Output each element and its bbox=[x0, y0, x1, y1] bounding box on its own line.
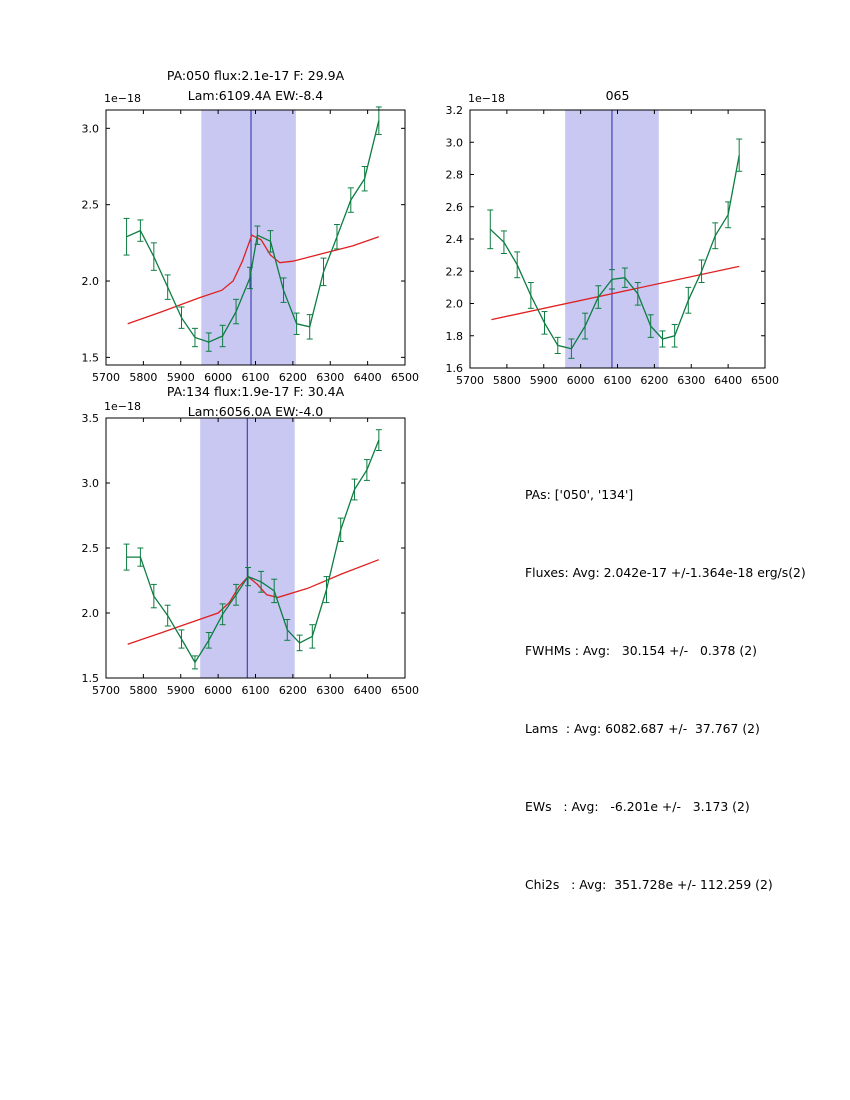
svg-text:1e−18: 1e−18 bbox=[104, 92, 141, 105]
svg-text:2.2: 2.2 bbox=[446, 265, 464, 278]
plot-065: 5700 5800 5900 6000 6100 6200 6300 6400 6500 1.6 1… bbox=[404, 58, 794, 398]
svg-text:2.0: 2.0 bbox=[82, 607, 100, 620]
svg-text:2.8: 2.8 bbox=[446, 169, 464, 182]
svg-text:1.6: 1.6 bbox=[446, 362, 464, 375]
svg-text:5700: 5700 bbox=[92, 684, 120, 697]
stats-line-chi2s: Chi2s : Avg: 351.728e +/- 112.259 (2) bbox=[525, 877, 773, 892]
svg-text:2.4: 2.4 bbox=[446, 233, 464, 246]
svg-text:1.8: 1.8 bbox=[446, 330, 464, 343]
svg-text:1e−18: 1e−18 bbox=[468, 92, 505, 105]
svg-text:6300: 6300 bbox=[316, 371, 344, 384]
svg-text:6300: 6300 bbox=[677, 374, 705, 387]
svg-text:6500: 6500 bbox=[751, 374, 779, 387]
svg-text:3.0: 3.0 bbox=[82, 477, 100, 490]
svg-text:6400: 6400 bbox=[714, 374, 742, 387]
svg-text:2.0: 2.0 bbox=[82, 275, 100, 288]
svg-text:5800: 5800 bbox=[493, 374, 521, 387]
svg-text:1.5: 1.5 bbox=[82, 672, 100, 685]
svg-text:6100: 6100 bbox=[242, 684, 270, 697]
svg-text:3.2: 3.2 bbox=[446, 104, 464, 117]
svg-text:2.6: 2.6 bbox=[446, 201, 464, 214]
svg-text:6200: 6200 bbox=[640, 374, 668, 387]
stats-line-pas: PAs: ['050', '134'] bbox=[525, 487, 634, 502]
plot-065-title: 065 bbox=[605, 88, 630, 103]
svg-text:6000: 6000 bbox=[567, 374, 595, 387]
svg-text:1.5: 1.5 bbox=[82, 351, 100, 364]
svg-text:3.5: 3.5 bbox=[82, 412, 100, 425]
plot-pa134: 5700 5800 5900 6000 6100 6200 6300 6400 6500 1.5 2… bbox=[40, 366, 430, 711]
svg-text:2.5: 2.5 bbox=[82, 542, 100, 555]
svg-text:6200: 6200 bbox=[279, 684, 307, 697]
stats-line-lams: Lams : Avg: 6082.687 +/- 37.767 (2) bbox=[525, 721, 760, 736]
svg-text:5700: 5700 bbox=[92, 371, 120, 384]
svg-text:6500: 6500 bbox=[391, 684, 419, 697]
stats-line-fluxes: Fluxes: Avg: 2.042e-17 +/-1.364e-18 erg/… bbox=[525, 565, 806, 580]
plot-pa050: 5700 5800 5900 6000 6100 6200 6300 6400 6500 1.5 2… bbox=[40, 58, 430, 398]
plot-pa050-title-line2: Lam:6109.4A EW:-8.4 bbox=[187, 88, 324, 103]
svg-text:2.5: 2.5 bbox=[82, 199, 100, 212]
svg-text:2.0: 2.0 bbox=[446, 298, 464, 311]
svg-text:5800: 5800 bbox=[129, 684, 157, 697]
svg-text:6200: 6200 bbox=[279, 371, 307, 384]
plot-pa050-title-line1: PA:050 flux:2.1e-17 F: 29.9A bbox=[166, 68, 345, 83]
plot-065-canvas: 5700 5800 5900 6000 6100 6200 6300 6400 6500 1.6 1… bbox=[446, 92, 780, 387]
svg-text:3.0: 3.0 bbox=[446, 136, 464, 149]
stats-line-ews: EWs : Avg: -6.201e +/- 3.173 (2) bbox=[525, 799, 750, 814]
plot-pa134-title-line2: Lam:6056.0A EW:-4.0 bbox=[187, 404, 324, 419]
svg-text:5700: 5700 bbox=[456, 374, 484, 387]
svg-text:5900: 5900 bbox=[530, 374, 558, 387]
svg-text:6300: 6300 bbox=[316, 684, 344, 697]
svg-text:6400: 6400 bbox=[354, 371, 382, 384]
svg-text:6000: 6000 bbox=[204, 371, 232, 384]
svg-text:6000: 6000 bbox=[204, 684, 232, 697]
plot-pa050-canvas: 5700 5800 5900 6000 6100 6200 6300 6400 6500 1.5 2… bbox=[82, 92, 420, 384]
svg-text:6400: 6400 bbox=[354, 684, 382, 697]
svg-text:3.0: 3.0 bbox=[82, 122, 100, 135]
svg-text:5900: 5900 bbox=[167, 371, 195, 384]
plot-pa134-canvas: 5700 5800 5900 6000 6100 6200 6300 6400 6500 1.5 2… bbox=[82, 400, 420, 697]
svg-text:6100: 6100 bbox=[242, 371, 270, 384]
svg-text:1e−18: 1e−18 bbox=[104, 400, 141, 413]
svg-text:5800: 5800 bbox=[129, 371, 157, 384]
stats-summary: PAs: ['050', '134'] Fluxes: Avg: 2.042e-… bbox=[525, 430, 806, 950]
svg-text:5900: 5900 bbox=[167, 684, 195, 697]
svg-text:6500: 6500 bbox=[391, 371, 419, 384]
plot-pa134-title-line1: PA:134 flux:1.9e-17 F: 30.4A bbox=[166, 384, 345, 399]
stats-line-fwhms: FWHMs : Avg: 30.154 +/- 0.378 (2) bbox=[525, 643, 757, 658]
svg-text:6100: 6100 bbox=[604, 374, 632, 387]
